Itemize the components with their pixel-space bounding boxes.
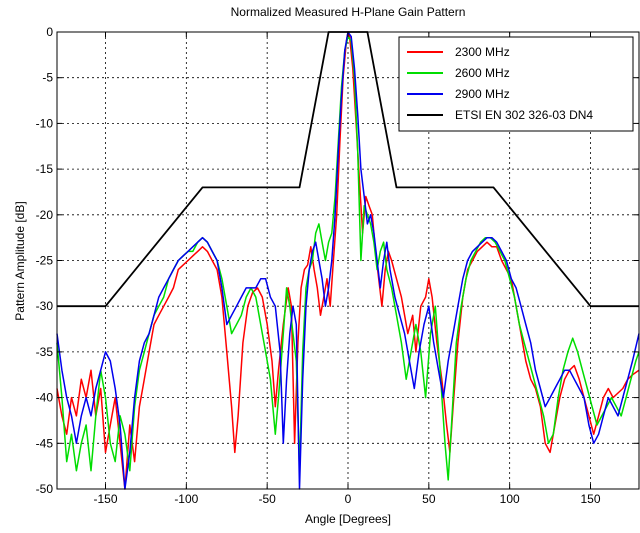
x-tick-label: -150 [93,492,117,506]
x-tick-label: -50 [258,492,276,506]
series-line-2 [56,31,640,490]
y-tick-label: 0 [46,25,53,39]
y-tick-label: -15 [36,162,54,176]
legend: 2300 MHz 2600 MHz 2900 MHz ETSI EN 302 326-… [398,36,634,132]
y-tick-label: -5 [42,71,53,85]
x-tick-label: 150 [580,492,600,506]
legend-label: 2300 MHz [455,45,510,59]
y-tick-label: -50 [36,482,54,496]
y-tick-label: -45 [36,436,54,450]
y-axis-label: Pattern Amplitude [dB] [13,201,27,320]
axis-ticks: -150 -100 -50 0 50 100 150 0 -5 -10 -15 -20 -25 -30 -3… [36,25,639,506]
grid-lines [57,31,639,490]
y-tick-label: -35 [36,345,54,359]
series-lines [56,31,640,490]
x-tick-label: -100 [174,492,198,506]
legend-label: ETSI EN 302 326-03 DN4 [455,108,593,122]
legend-label: 2600 MHz [455,66,510,80]
y-tick-label: -20 [36,208,54,222]
y-tick-label: -40 [36,391,54,405]
x-axis-label: Angle [Degrees] [305,512,391,526]
x-tick-label: 100 [500,492,520,506]
legend-label: 2900 MHz [455,87,510,101]
y-tick-label: -30 [36,299,54,313]
chart-title: Normalized Measured H-Plane Gain Pattern [231,5,466,19]
y-tick-label: -25 [36,254,54,268]
x-tick-label: 50 [422,492,436,506]
y-tick-label: -10 [36,116,54,130]
x-tick-label: 0 [345,492,352,506]
